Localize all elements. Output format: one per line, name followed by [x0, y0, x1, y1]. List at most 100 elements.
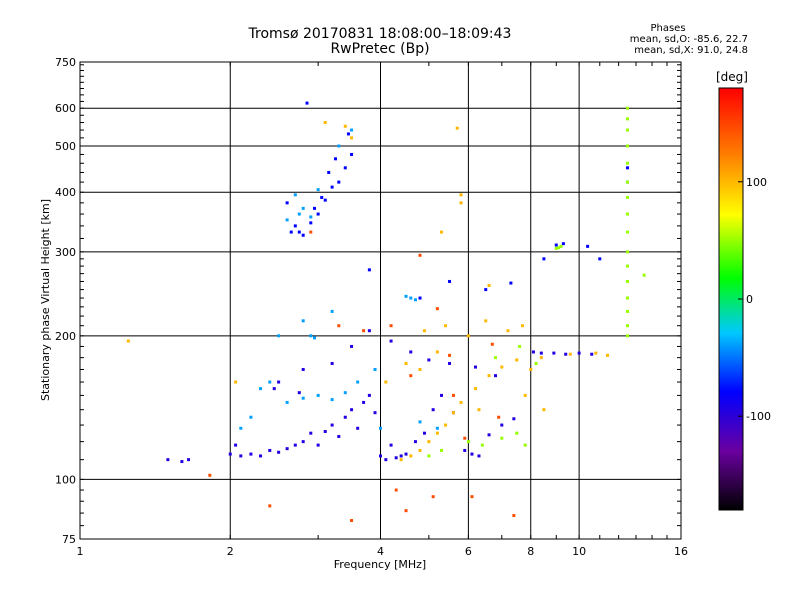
data-point — [418, 420, 422, 424]
data-point — [330, 423, 334, 427]
data-point — [239, 426, 243, 430]
data-point — [431, 495, 435, 499]
data-point — [309, 230, 313, 234]
data-points — [126, 101, 646, 523]
x-tick-label: 1 — [77, 545, 84, 558]
x-tick-label: 10 — [572, 545, 586, 558]
data-point — [448, 279, 452, 283]
data-point — [316, 443, 320, 447]
data-point — [362, 400, 366, 404]
data-point — [484, 319, 488, 323]
y-tick-label: 400 — [55, 186, 76, 199]
data-point — [180, 460, 184, 464]
data-point — [539, 351, 543, 355]
data-point — [515, 431, 519, 435]
data-point — [330, 185, 334, 189]
data-point — [509, 281, 513, 285]
data-point — [512, 417, 516, 421]
data-point — [285, 400, 289, 404]
data-point — [625, 230, 629, 234]
data-point — [606, 353, 610, 357]
data-point — [259, 387, 263, 391]
data-point — [285, 447, 289, 451]
data-point — [642, 273, 646, 277]
data-point — [239, 454, 243, 458]
data-point — [518, 344, 522, 348]
data-point — [373, 411, 377, 415]
data-point — [500, 436, 504, 440]
data-point — [427, 358, 431, 362]
data-point — [418, 296, 422, 300]
data-point — [350, 152, 354, 156]
data-point — [297, 391, 301, 395]
data-point — [473, 387, 477, 391]
data-point — [455, 126, 459, 130]
data-point — [293, 193, 297, 197]
data-point — [404, 294, 408, 298]
data-point — [330, 398, 334, 402]
data-point — [409, 296, 413, 300]
data-point — [557, 246, 561, 250]
data-point — [320, 195, 324, 199]
data-point — [333, 157, 337, 161]
data-point — [343, 391, 347, 395]
data-point — [480, 443, 484, 447]
data-point — [293, 224, 297, 228]
data-point — [301, 233, 305, 237]
data-point — [346, 132, 350, 136]
chart-subtitle: RwPretec (Bp) — [330, 41, 430, 57]
data-point — [309, 431, 313, 435]
data-point — [297, 212, 301, 216]
data-point — [625, 166, 629, 170]
data-point — [323, 198, 327, 202]
data-point — [409, 454, 413, 458]
grid-lines — [80, 62, 681, 539]
data-point — [500, 365, 504, 369]
colorbar-tick-label: -100 — [746, 410, 771, 423]
x-tick-label: 16 — [674, 545, 688, 558]
data-point — [404, 509, 408, 513]
data-point — [404, 361, 408, 365]
x-tick-label: 6 — [465, 545, 472, 558]
data-point — [625, 195, 629, 199]
chart-title: Tromsø 20170831 18:08:00–18:09:43 — [248, 26, 512, 42]
colorbar-tick-label: 100 — [746, 176, 767, 189]
y-tick-label: 500 — [55, 140, 76, 153]
data-point — [523, 393, 527, 397]
data-point — [440, 393, 444, 397]
data-point — [234, 443, 238, 447]
data-point — [343, 124, 347, 128]
data-point — [554, 243, 558, 247]
data-point — [435, 307, 439, 311]
y-tick-label: 600 — [55, 102, 76, 115]
data-point — [350, 136, 354, 140]
data-point — [337, 435, 341, 439]
data-point — [301, 206, 305, 210]
data-point — [520, 324, 524, 328]
data-point — [312, 336, 316, 340]
data-point — [367, 268, 371, 272]
data-point — [625, 309, 629, 313]
data-point — [337, 144, 341, 148]
data-point — [362, 329, 366, 333]
data-point — [568, 352, 572, 356]
data-point — [350, 408, 354, 412]
data-point — [542, 408, 546, 412]
data-point — [350, 128, 354, 132]
data-point — [564, 352, 568, 356]
data-point — [356, 380, 360, 384]
data-point — [312, 206, 316, 210]
data-point — [542, 257, 546, 261]
data-point — [625, 279, 629, 283]
data-point — [259, 454, 263, 458]
data-point — [418, 448, 422, 452]
data-point — [463, 448, 467, 452]
data-point — [539, 356, 543, 360]
data-point — [625, 180, 629, 184]
phases-heading: Phases — [650, 23, 686, 34]
data-point — [625, 128, 629, 132]
data-point — [422, 329, 426, 333]
data-point — [301, 396, 305, 400]
data-point — [512, 514, 516, 518]
